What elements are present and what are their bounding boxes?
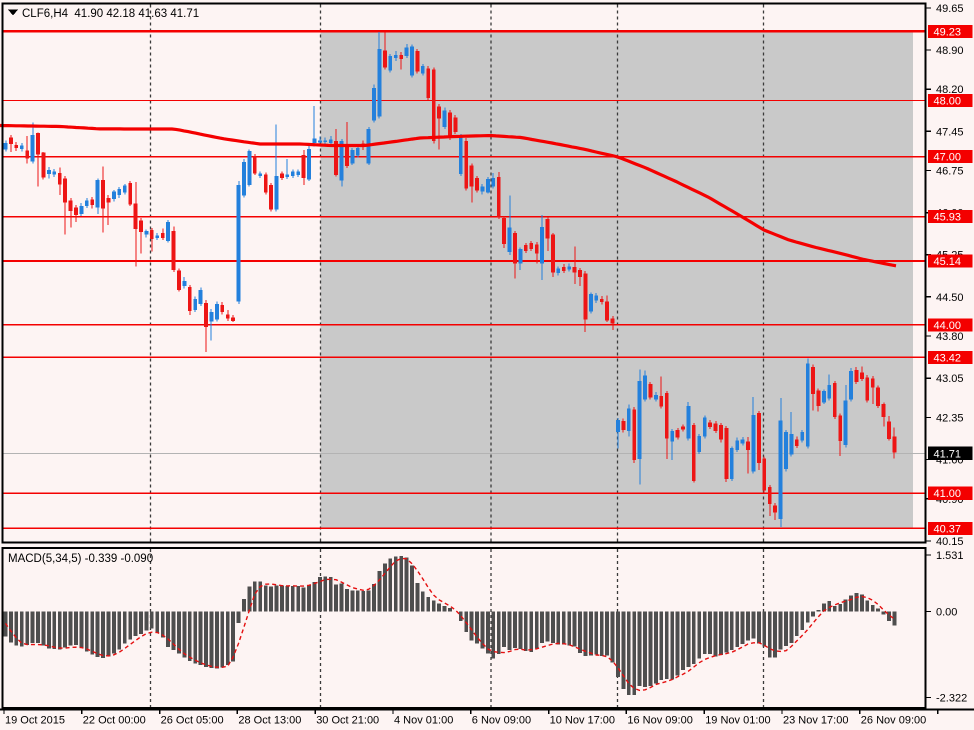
svg-text:43.05: 43.05 — [936, 373, 964, 385]
svg-text:4 Nov 01:00: 4 Nov 01:00 — [394, 715, 453, 727]
svg-text:10 Nov 17:00: 10 Nov 17:00 — [550, 715, 615, 727]
svg-text:48.00: 48.00 — [934, 96, 962, 108]
svg-text:42.35: 42.35 — [936, 412, 964, 424]
svg-text:43.80: 43.80 — [936, 331, 964, 343]
svg-text:19 Oct 2015: 19 Oct 2015 — [5, 715, 65, 727]
svg-text:0.00: 0.00 — [936, 607, 957, 619]
svg-text:26 Nov 09:00: 26 Nov 09:00 — [861, 715, 926, 727]
svg-text:28 Oct 13:00: 28 Oct 13:00 — [238, 715, 301, 727]
svg-text:48.20: 48.20 — [936, 84, 964, 96]
svg-text:40.15: 40.15 — [936, 536, 964, 548]
svg-text:47.00: 47.00 — [934, 152, 962, 164]
svg-text:49.65: 49.65 — [936, 3, 964, 15]
svg-text:23 Nov 17:00: 23 Nov 17:00 — [783, 715, 848, 727]
svg-text:41.00: 41.00 — [934, 488, 962, 500]
svg-text:26 Oct 05:00: 26 Oct 05:00 — [161, 715, 224, 727]
svg-text:45.14: 45.14 — [934, 256, 962, 268]
svg-text:46.75: 46.75 — [936, 166, 964, 178]
svg-text:MACD(5,34,5) -0.339 -0.090: MACD(5,34,5) -0.339 -0.090 — [8, 553, 153, 565]
svg-text:6 Nov 09:00: 6 Nov 09:00 — [472, 715, 531, 727]
svg-text:49.23: 49.23 — [934, 27, 962, 39]
svg-text:44.00: 44.00 — [934, 320, 962, 332]
svg-text:43.42: 43.42 — [934, 352, 962, 364]
svg-text:16 Nov 09:00: 16 Nov 09:00 — [627, 715, 692, 727]
svg-text:41.71: 41.71 — [934, 448, 962, 460]
svg-text:47.45: 47.45 — [936, 126, 964, 138]
svg-text:40.37: 40.37 — [934, 524, 962, 536]
svg-text:22 Oct 00:00: 22 Oct 00:00 — [83, 715, 146, 727]
svg-text:1.531: 1.531 — [936, 550, 964, 562]
svg-text:CLF6,H4 41.90 42.18 41.63 41.: CLF6,H4 41.90 42.18 41.63 41.71 — [22, 8, 199, 20]
svg-text:-2.322: -2.322 — [936, 693, 967, 705]
svg-text:44.50: 44.50 — [936, 292, 964, 304]
svg-text:45.93: 45.93 — [934, 212, 962, 224]
svg-text:30 Oct 21:00: 30 Oct 21:00 — [316, 715, 379, 727]
svg-text:19 Nov 01:00: 19 Nov 01:00 — [705, 715, 770, 727]
svg-text:48.90: 48.90 — [936, 45, 964, 57]
